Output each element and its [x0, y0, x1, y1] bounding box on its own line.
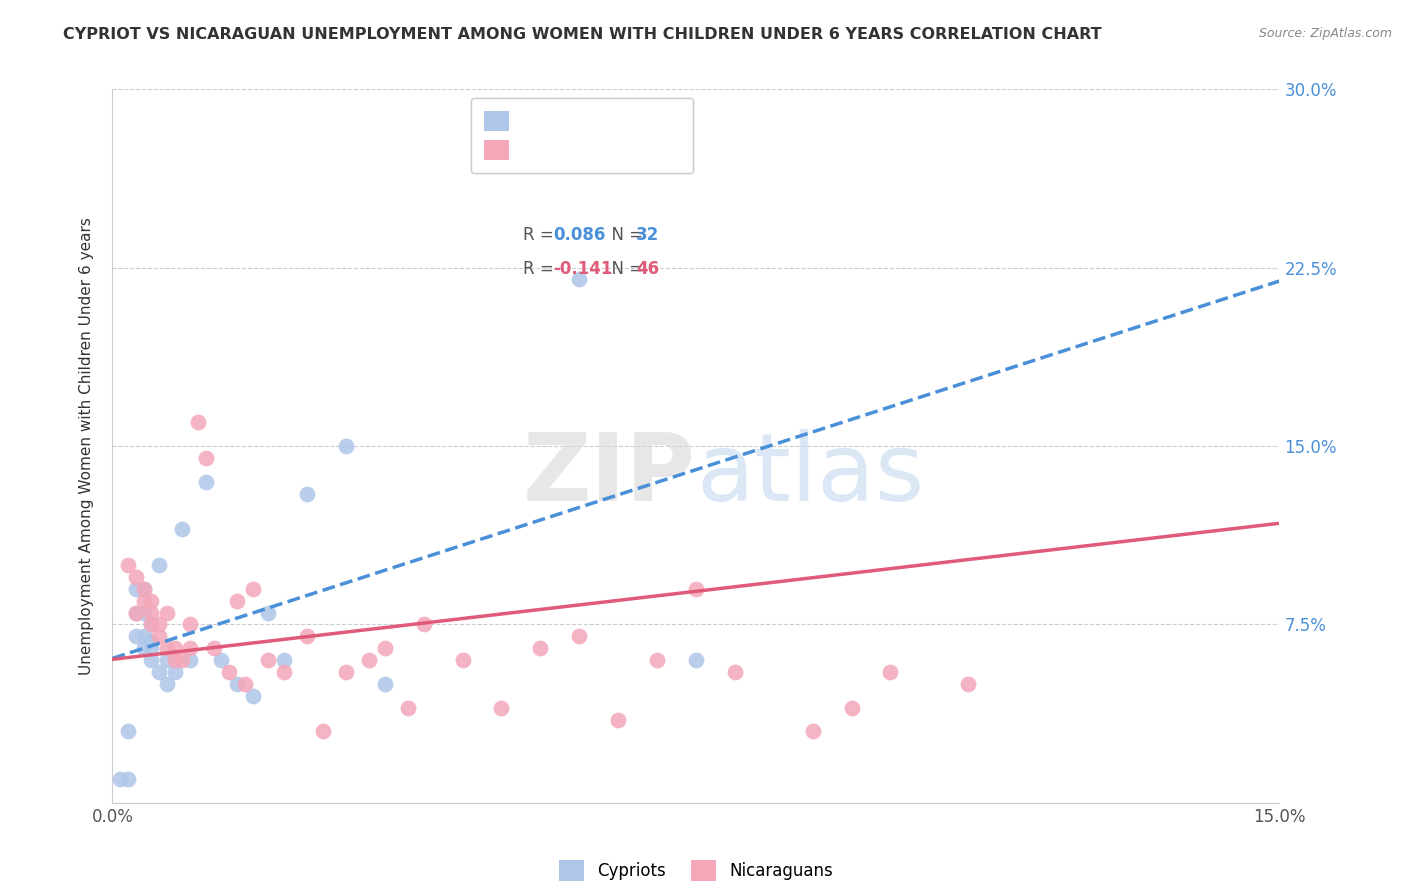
Text: ZIP: ZIP — [523, 428, 696, 521]
Point — [148, 665, 170, 679]
Point — [209, 653, 232, 667]
Point — [568, 629, 591, 643]
Point — [607, 713, 630, 727]
Point — [163, 653, 186, 667]
Point — [163, 641, 186, 656]
Point — [242, 689, 264, 703]
Point — [218, 665, 240, 679]
Point — [148, 617, 170, 632]
Text: Source: ZipAtlas.com: Source: ZipAtlas.com — [1258, 27, 1392, 40]
Point — [226, 593, 249, 607]
Point — [257, 606, 280, 620]
Point — [724, 665, 747, 679]
Text: -0.141: -0.141 — [553, 260, 613, 278]
Point — [879, 665, 901, 679]
Point — [156, 653, 179, 667]
Point — [273, 665, 295, 679]
Text: R =: R = — [523, 260, 560, 278]
Point — [156, 606, 179, 620]
Point — [163, 665, 186, 679]
Point — [359, 653, 381, 667]
Point — [226, 677, 249, 691]
Point — [412, 617, 434, 632]
Point — [132, 582, 155, 596]
Text: R =: R = — [523, 227, 560, 244]
Point — [156, 677, 179, 691]
Point — [179, 617, 201, 632]
Point — [311, 724, 333, 739]
Point — [529, 641, 551, 656]
Point — [957, 677, 980, 691]
Point — [257, 653, 280, 667]
Text: 46: 46 — [636, 260, 659, 278]
Point — [396, 700, 419, 714]
Point — [172, 653, 194, 667]
Legend:                               ,                               : , — [471, 97, 693, 173]
Point — [141, 606, 163, 620]
Point — [335, 439, 357, 453]
Point — [117, 724, 139, 739]
Point — [132, 593, 155, 607]
Point — [187, 415, 209, 429]
Point — [374, 677, 396, 691]
Point — [179, 653, 201, 667]
Text: atlas: atlas — [696, 428, 924, 521]
Point — [141, 617, 163, 632]
Point — [685, 582, 707, 596]
Text: CYPRIOT VS NICARAGUAN UNEMPLOYMENT AMONG WOMEN WITH CHILDREN UNDER 6 YEARS CORRE: CYPRIOT VS NICARAGUAN UNEMPLOYMENT AMONG… — [63, 27, 1102, 42]
Point — [491, 700, 513, 714]
Point — [179, 641, 201, 656]
Point — [194, 450, 217, 465]
Point — [194, 475, 217, 489]
Y-axis label: Unemployment Among Women with Children Under 6 years: Unemployment Among Women with Children U… — [79, 217, 94, 675]
Point — [141, 634, 163, 648]
Point — [568, 272, 591, 286]
Point — [117, 772, 139, 786]
Point — [242, 582, 264, 596]
Point — [295, 629, 318, 643]
Point — [801, 724, 824, 739]
Point — [148, 629, 170, 643]
Point — [335, 665, 357, 679]
Point — [273, 653, 295, 667]
Point — [141, 653, 163, 667]
Point — [132, 582, 155, 596]
Point — [125, 606, 148, 620]
Point — [233, 677, 256, 691]
Point — [202, 641, 225, 656]
Point — [841, 700, 863, 714]
Text: N =: N = — [600, 227, 648, 244]
Point — [295, 486, 318, 500]
Point — [132, 629, 155, 643]
Text: N =: N = — [600, 260, 648, 278]
Point — [451, 653, 474, 667]
Point — [110, 772, 132, 786]
Point — [132, 641, 155, 656]
Point — [172, 522, 194, 536]
Point — [125, 629, 148, 643]
Point — [141, 641, 163, 656]
Point — [685, 653, 707, 667]
Point — [141, 617, 163, 632]
Point — [141, 593, 163, 607]
Point — [117, 558, 139, 572]
Point — [125, 570, 148, 584]
Point — [125, 606, 148, 620]
Point — [148, 558, 170, 572]
Text: 32: 32 — [636, 227, 659, 244]
Point — [156, 641, 179, 656]
Text: 0.086: 0.086 — [553, 227, 606, 244]
Point — [645, 653, 668, 667]
Point — [132, 606, 155, 620]
Point — [374, 641, 396, 656]
Point — [125, 582, 148, 596]
